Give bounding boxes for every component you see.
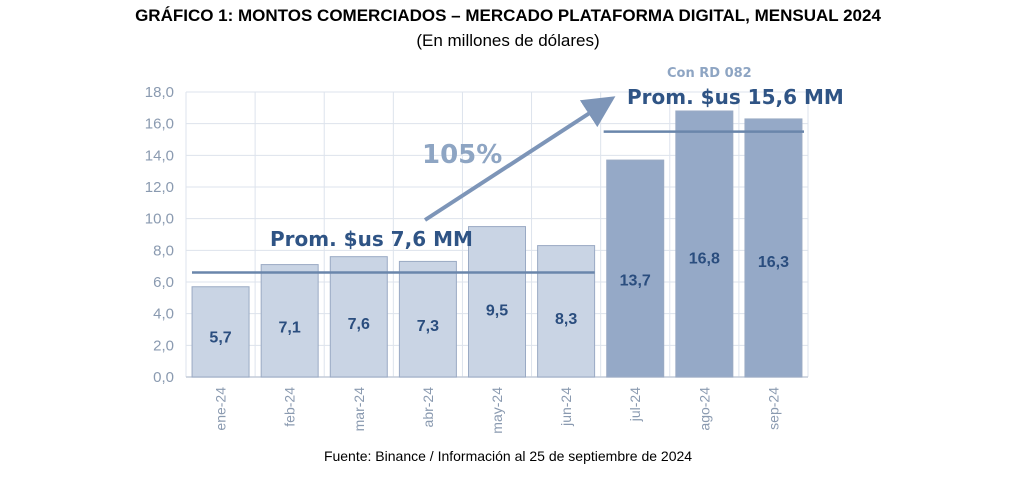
value-label: 13,7 bbox=[620, 272, 651, 289]
y-axis: 0,0 2,0 4,0 6,0 8,0 10,0 12,0 14,0 16,0 18,0 bbox=[145, 84, 174, 386]
source-note: Fuente: Binance / Información al 25 de s… bbox=[323, 448, 693, 464]
bars: 5,7 7,1 7,6 7,3 9,5 8,3 13,7 16,8 16,3 bbox=[191, 110, 803, 378]
value-label: 5,7 bbox=[209, 329, 231, 346]
x-tick-label: ene-24 bbox=[213, 387, 229, 431]
value-label: 16,8 bbox=[689, 250, 720, 267]
x-axis: ene-24 feb-24 mar-24 abr-24 may-24 jun-24 jul-… bbox=[213, 387, 782, 434]
x-tick-label: feb-24 bbox=[282, 387, 298, 427]
x-tick-label: jun-24 bbox=[558, 387, 574, 427]
y-tick-label: 18,0 bbox=[145, 84, 174, 101]
value-label: 7,1 bbox=[279, 319, 301, 336]
x-tick-label: sep-24 bbox=[765, 387, 781, 430]
x-tick-label: abr-24 bbox=[420, 387, 436, 428]
average-label-after: Prom. $us 15,6 MM bbox=[627, 85, 844, 109]
y-tick-label: 0,0 bbox=[153, 369, 174, 386]
x-tick-label: mar-24 bbox=[351, 387, 367, 432]
average-label-before: Prom. $us 7,6 MM bbox=[270, 227, 473, 251]
bar-may-24 bbox=[468, 226, 526, 378]
growth-arrow bbox=[423, 96, 616, 222]
regime-label: Con RD 082 bbox=[667, 66, 752, 81]
x-tick-label: may-24 bbox=[489, 387, 505, 434]
y-tick-label: 14,0 bbox=[145, 147, 174, 164]
y-tick-label: 12,0 bbox=[145, 179, 174, 196]
value-label: 8,3 bbox=[555, 311, 577, 328]
y-tick-label: 8,0 bbox=[153, 242, 174, 259]
x-tick-label: jul-24 bbox=[627, 387, 643, 422]
y-tick-label: 2,0 bbox=[153, 337, 174, 354]
bar-ago-24 bbox=[675, 110, 734, 378]
y-tick-label: 6,0 bbox=[153, 274, 174, 291]
bar-jul-24 bbox=[606, 159, 665, 378]
y-tick-label: 4,0 bbox=[153, 306, 174, 323]
bar-feb-24 bbox=[260, 264, 319, 378]
y-tick-label: 16,0 bbox=[145, 116, 174, 133]
growth-label: 105% bbox=[422, 140, 502, 170]
chart-title: GRÁFICO 1: MONTOS COMERCIADOS – MERCADO … bbox=[135, 6, 881, 25]
y-tick-label: 10,0 bbox=[145, 211, 174, 228]
value-label: 16,3 bbox=[758, 254, 789, 271]
bar-jun-24 bbox=[537, 245, 596, 378]
bar-sep-24 bbox=[744, 118, 803, 378]
annotations: Prom. $us 7,6 MM Prom. $us 15,6 MM Con RD … bbox=[192, 66, 844, 274]
x-tick-label: ago-24 bbox=[696, 387, 712, 431]
value-label: 9,5 bbox=[486, 302, 508, 319]
bar-mar-24 bbox=[329, 256, 388, 378]
value-label: 7,3 bbox=[417, 318, 439, 335]
chart-subtitle: (En millones de dólares) bbox=[416, 31, 600, 50]
value-label: 7,6 bbox=[348, 316, 370, 333]
bar-ene-24 bbox=[191, 286, 250, 378]
bar-abr-24 bbox=[398, 260, 457, 378]
